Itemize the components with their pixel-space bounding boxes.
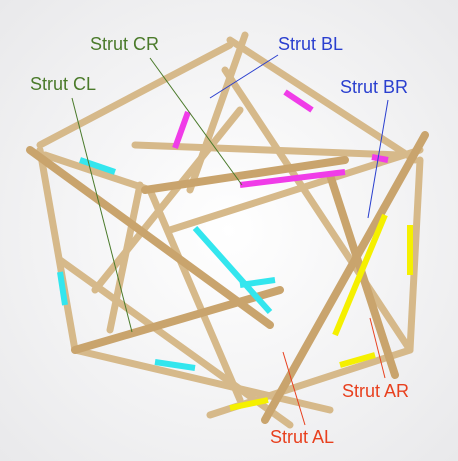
stick [71,286,284,354]
stick [146,186,244,404]
label: Strut CR [90,34,159,54]
labels: Strut CR Strut BL Strut CL Strut BR Stru… [30,34,409,447]
marker [239,277,276,288]
marker [371,154,389,163]
stick [26,146,274,329]
leader-line [369,317,386,379]
marker [57,271,68,306]
marker [79,157,116,175]
marker [172,110,191,150]
marker [154,359,196,371]
marker [332,213,388,337]
color-markers [57,89,413,411]
marker [229,397,269,411]
stick [56,256,294,429]
stick [166,146,424,234]
label: Strut BR [340,77,408,97]
stick [36,146,79,354]
label: Strut AL [270,427,334,447]
stick [261,131,429,424]
marker [339,352,376,368]
label: Strut BL [278,34,343,54]
leader-line [149,57,243,186]
stick [36,41,234,149]
leader-line [209,54,279,99]
stick [141,156,349,194]
marker [192,226,273,314]
leader-line [282,351,306,426]
stick [221,66,414,354]
stick [91,106,244,294]
leader-line [367,99,389,219]
stick [71,346,334,414]
sculpture [26,31,429,429]
label: Strut AR [342,381,409,401]
label: Strut CL [30,74,96,94]
stick [406,156,424,354]
marker [239,169,346,188]
leader-line [71,97,133,333]
leader-lines [71,54,389,426]
marker [283,89,314,113]
stick [41,151,154,194]
stick [226,36,419,164]
stick [131,141,404,159]
